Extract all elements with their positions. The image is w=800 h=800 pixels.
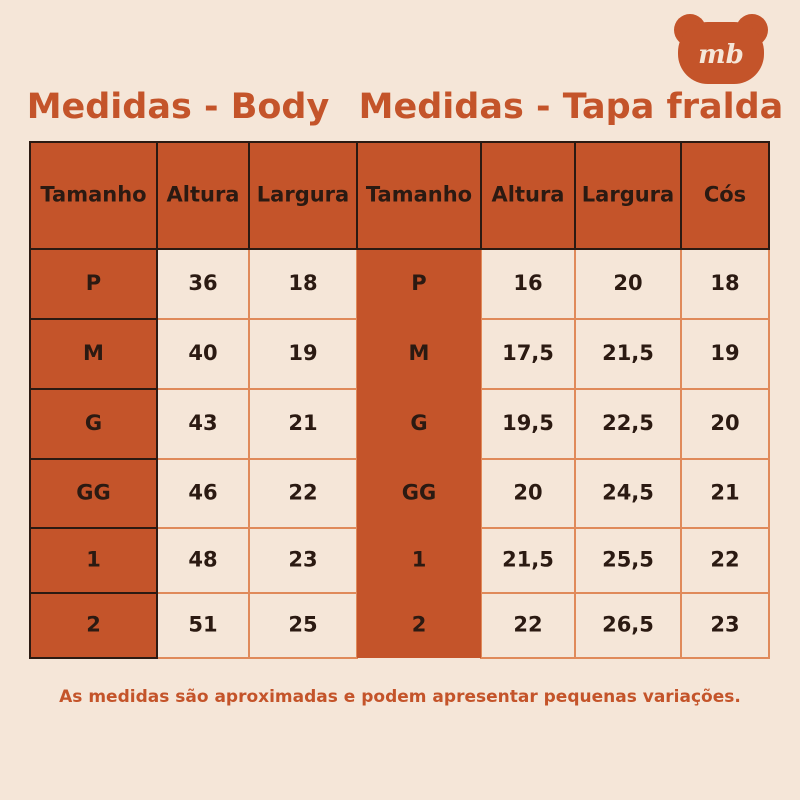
cell-text: 51 — [188, 613, 217, 637]
cell-text: 46 — [188, 481, 217, 505]
header-text: Largura — [582, 183, 674, 207]
header-cell — [480, 141, 576, 250]
header-cell — [29, 141, 158, 250]
cell — [480, 592, 576, 659]
cell — [248, 388, 358, 460]
size-column — [357, 249, 481, 658]
cell-text: 22 — [513, 613, 542, 637]
cell — [574, 592, 682, 659]
logo-text: mb — [698, 40, 744, 70]
header-cell — [680, 141, 770, 250]
cell-text: M — [409, 341, 430, 365]
header-cell — [356, 141, 482, 250]
cell-text: 1 — [86, 548, 101, 572]
cell-text: G — [410, 411, 427, 435]
header-text: Cós — [704, 183, 746, 207]
cell-text: 26,5 — [602, 613, 654, 637]
cell — [680, 592, 770, 659]
cell-text: G — [85, 411, 102, 435]
logo: mb — [674, 14, 768, 84]
size-cell — [29, 388, 158, 460]
cell-text: 18 — [710, 271, 739, 295]
header-text: Tamanho — [366, 183, 472, 207]
header-text: Tamanho — [40, 183, 146, 207]
cell — [480, 318, 576, 390]
cell-text: 1 — [412, 548, 427, 572]
cell — [574, 527, 682, 594]
cell-text: 25 — [288, 613, 317, 637]
cell-text: P — [411, 271, 426, 295]
header-text: Largura — [257, 183, 349, 207]
cell-text: P — [86, 271, 101, 295]
cell-text: 19,5 — [502, 411, 554, 435]
cell-text: 16 — [513, 271, 542, 295]
cell — [680, 527, 770, 594]
cell-text: 19 — [710, 341, 739, 365]
cell-text: 25,5 — [602, 548, 654, 572]
cell-text: 21 — [710, 481, 739, 505]
cell-text: GG — [402, 481, 436, 505]
cell-text: 20 — [710, 411, 739, 435]
cell-text: 22 — [288, 481, 317, 505]
cell-text: 22 — [710, 548, 739, 572]
cell — [248, 592, 358, 659]
cell-text: 19 — [288, 341, 317, 365]
cell-text: 48 — [188, 548, 217, 572]
size-cell — [29, 592, 158, 659]
cell — [156, 458, 250, 529]
cell-text: 21 — [288, 411, 317, 435]
size-cell — [29, 527, 158, 594]
cell-text: GG — [76, 481, 110, 505]
cell — [680, 458, 770, 529]
footer-note: As medidas são aproximadas e podem apres… — [59, 687, 741, 707]
cell-text: M — [83, 341, 104, 365]
cell-text: 40 — [188, 341, 217, 365]
header-cell — [156, 141, 250, 250]
body-title: Medidas - Body — [27, 87, 330, 127]
size-cell — [29, 318, 158, 390]
cell-text: 21,5 — [602, 341, 654, 365]
cell-text: 17,5 — [502, 341, 554, 365]
cell — [574, 388, 682, 460]
cell — [574, 248, 682, 320]
cell-text: 20 — [613, 271, 642, 295]
cell-text: 18 — [288, 271, 317, 295]
cell — [574, 318, 682, 390]
cell — [574, 458, 682, 529]
cell-text: 20 — [513, 481, 542, 505]
cell-text: 2 — [86, 613, 101, 637]
cell — [248, 458, 358, 529]
header-text: Altura — [167, 183, 240, 207]
cell-text: 43 — [188, 411, 217, 435]
tapa-title: Medidas - Tapa fralda — [359, 87, 784, 127]
cell-text: 2 — [412, 613, 427, 637]
cell-text: 23 — [288, 548, 317, 572]
cell-text: 22,5 — [602, 411, 654, 435]
size-cell — [29, 458, 158, 529]
header-text: Altura — [492, 183, 565, 207]
cell — [680, 318, 770, 390]
cell — [156, 592, 250, 659]
cell-text: 21,5 — [502, 548, 554, 572]
cell-text: 36 — [188, 271, 217, 295]
header-cell — [574, 141, 682, 250]
cell-text: 24,5 — [602, 481, 654, 505]
cell-text: 23 — [710, 613, 739, 637]
